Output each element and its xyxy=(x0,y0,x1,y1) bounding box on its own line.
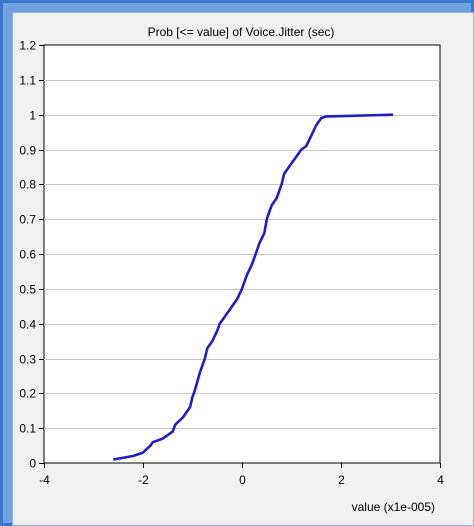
y-tick-label: 0 xyxy=(29,457,36,471)
y-tick-label: 0.7 xyxy=(19,213,36,227)
y-tick-label: 0.2 xyxy=(19,387,36,401)
y-tick-label: 1.2 xyxy=(19,39,36,53)
y-tick-label: 0.8 xyxy=(19,178,36,192)
y-tick-label: 0.9 xyxy=(19,144,36,158)
y-tick-label: 0.3 xyxy=(19,353,36,367)
chart-title: Prob [<= value] of Voice.Jitter (sec) xyxy=(148,25,335,39)
x-tick-label: 4 xyxy=(437,473,444,487)
plot-area: 0 0.1 0.2 0.3 0.4 0.5 0.6 0.7 0.8 0.9 1 1.1 1.2 -4 -2 0… xyxy=(19,39,444,488)
x-axis-label: value (x1e-005) xyxy=(352,500,435,514)
y-tick-label: 1 xyxy=(29,109,36,123)
x-tick-label: 2 xyxy=(338,473,345,487)
x-tick-label: -4 xyxy=(39,473,50,487)
y-tick-label: 0.6 xyxy=(19,248,36,262)
y-tick-label: 0.5 xyxy=(19,283,36,297)
cdf-line xyxy=(113,113,394,461)
x-tick-label: -2 xyxy=(138,473,149,487)
y-tick-label: 0.1 xyxy=(19,422,36,436)
y-tick-label: 0.4 xyxy=(19,318,36,332)
y-tick-label: 1.1 xyxy=(19,74,36,88)
x-tick-label: 0 xyxy=(239,473,246,487)
